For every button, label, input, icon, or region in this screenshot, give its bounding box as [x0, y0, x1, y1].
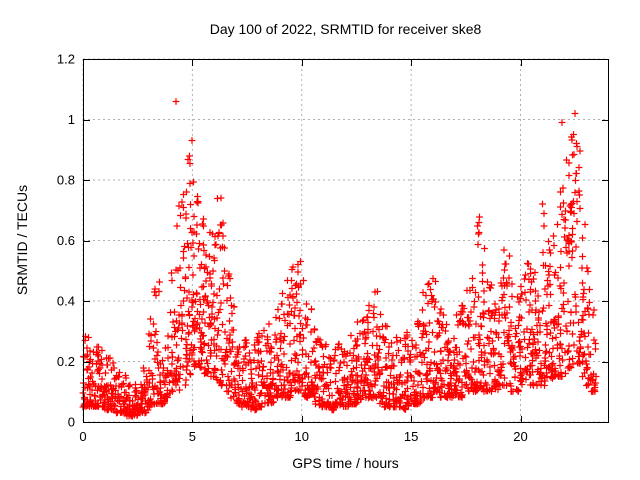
tick-labels: 0 5 10 15 20 0 0.2 0.4 0.6 0.8 1 1.2 — [57, 52, 528, 445]
svg-text:5: 5 — [189, 429, 196, 444]
svg-text:0.6: 0.6 — [57, 233, 75, 248]
svg-text:0: 0 — [68, 415, 75, 430]
x-axis-label: GPS time / hours — [292, 455, 399, 471]
chart-title: Day 100 of 2022, SRMTID for receiver ske… — [209, 21, 482, 37]
svg-text:1: 1 — [68, 112, 75, 127]
svg-text:1.2: 1.2 — [57, 52, 75, 67]
scatter-points — [79, 98, 600, 420]
svg-text:0.2: 0.2 — [57, 354, 75, 369]
svg-text:10: 10 — [295, 429, 309, 444]
svg-text:0.8: 0.8 — [57, 173, 75, 188]
svg-text:0: 0 — [79, 429, 86, 444]
plot-border — [83, 59, 609, 423]
svg-text:15: 15 — [404, 429, 418, 444]
svg-text:20: 20 — [513, 429, 527, 444]
svg-text:0.4: 0.4 — [57, 294, 75, 309]
